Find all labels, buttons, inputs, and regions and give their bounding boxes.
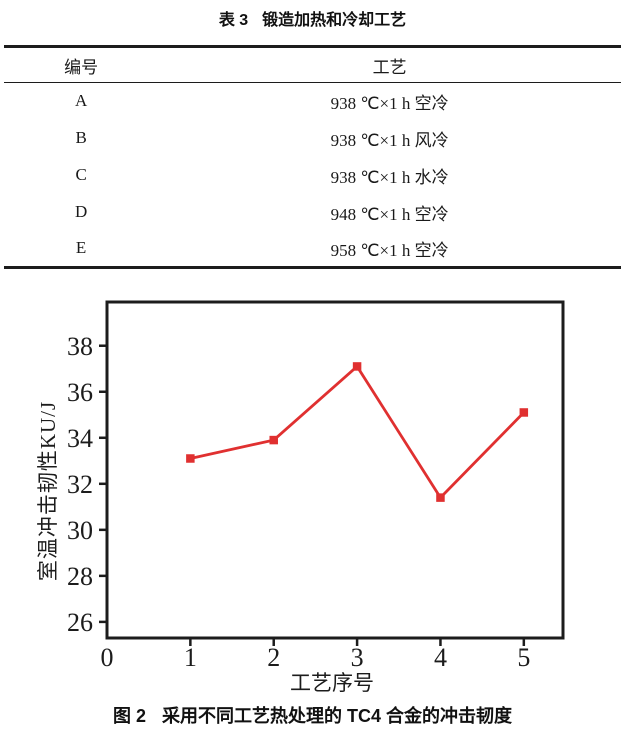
chart-frame [105, 300, 565, 640]
y-tick-label: 26 [67, 608, 93, 637]
figure-caption-text: 采用不同工艺热处理的 TC4 合金的冲击韧度 [162, 706, 513, 726]
row-id: E [75, 238, 87, 258]
row-process: 938 ℃×1 h 空冷 [330, 93, 449, 113]
y-axis-title: 室温冲击韧性KU/J [36, 401, 60, 581]
table-caption-label: 表 3 [218, 12, 249, 29]
x-axis-title: 工艺序号 [290, 671, 374, 695]
table-row: D 948 ℃×1 h 空冷 [4, 194, 621, 231]
row-process: 938 ℃×1 h 风冷 [330, 130, 449, 150]
row-process: 938 ℃×1 h 水冷 [330, 167, 449, 187]
table-row: C 938 ℃×1 h 水冷 [4, 157, 621, 194]
row-id: A [74, 91, 88, 111]
data-point-marker [519, 408, 529, 417]
x-tick-label: 3 [351, 643, 364, 672]
data-point-marker [436, 493, 445, 502]
figure-caption: 图 2 采用不同工艺热处理的 TC4 合金的冲击韧度 [0, 703, 625, 729]
y-tick-label: 28 [67, 562, 93, 591]
data-point-marker [186, 454, 195, 463]
table-caption: 表 3 锻造加热和冷却工艺 [0, 0, 625, 32]
y-tick-label: 30 [67, 516, 93, 545]
series-line [190, 364, 525, 500]
figure-chart: 26 28 30 32 34 36 38 0 1 2 3 4 5 工艺序号 室温冲击韧性KU/J [0, 291, 625, 701]
table-caption-text: 锻造加热和冷却工艺 [262, 12, 407, 29]
table-header-row: 编号 工艺 [4, 47, 621, 83]
row-process: 958 ℃×1 h 空冷 [330, 240, 449, 260]
data-point-marker [269, 435, 278, 445]
table-row: B 938 ℃×1 h 风冷 [4, 120, 621, 157]
y-tick-label: 32 [67, 470, 93, 499]
x-tick-label: 4 [434, 643, 447, 672]
x-tick-label: 5 [517, 643, 530, 672]
column-header-process: 工艺 [372, 57, 407, 77]
table-row: A 938 ℃×1 h 空冷 [4, 83, 621, 120]
x-tick-label: 0 [101, 643, 114, 672]
data-point-marker [352, 362, 362, 371]
row-id: D [74, 202, 88, 221]
column-header-id: 编号 [64, 57, 99, 77]
x-tick-label: 1 [184, 643, 197, 672]
figure-caption-label: 图 2 [112, 706, 146, 726]
y-tick-label: 34 [67, 424, 93, 453]
row-process: 948 ℃×1 h 空冷 [330, 204, 449, 224]
row-id: B [75, 128, 87, 147]
y-tick-label: 36 [67, 378, 93, 407]
y-tick-label: 38 [67, 332, 93, 361]
x-tick-label: 2 [267, 643, 280, 672]
table-row: E 958 ℃×1 h 空冷 [4, 231, 621, 268]
process-table: 编号 工艺 A 938 ℃×1 h 空冷 B 938 ℃×1 h 风冷 C 93… [4, 45, 621, 269]
row-id: C [75, 165, 87, 184]
